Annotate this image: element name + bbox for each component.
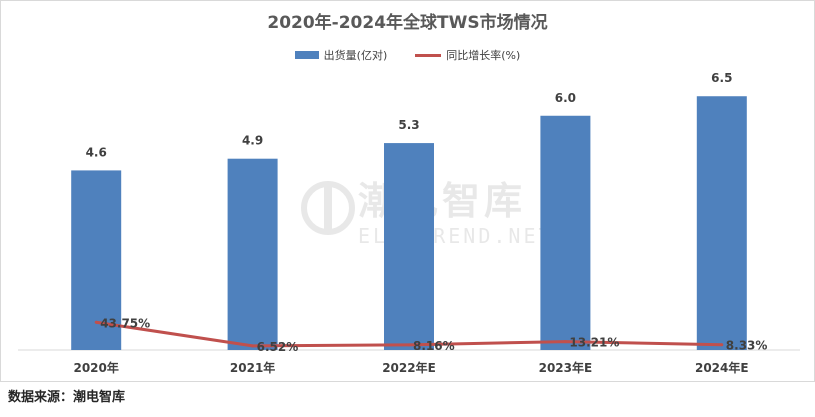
chart-title: 2020年-2024年全球TWS市场情况	[267, 13, 548, 33]
bar-data-label: 6.0	[555, 91, 576, 105]
legend-item-shipments: 出货量(亿对)	[294, 47, 388, 63]
bar	[384, 143, 434, 350]
growth-data-label: 43.75%	[100, 316, 150, 330]
growth-data-label: 6.52%	[257, 340, 299, 354]
x-tick-label: 2022年E	[382, 360, 436, 375]
x-tick-label: 2020年	[73, 360, 118, 375]
bar	[71, 170, 122, 350]
x-tick-label: 2023年E	[539, 360, 593, 375]
growth-point	[407, 343, 411, 347]
growth-point	[251, 344, 255, 348]
bar-data-label: 5.3	[398, 118, 419, 132]
x-tick-label: 2024年E	[695, 360, 749, 375]
watermark-logo-icon	[301, 181, 355, 235]
growth-point	[720, 343, 724, 347]
legend-swatch-line	[415, 53, 442, 57]
bar-data-label: 6.5	[711, 71, 732, 85]
growth-point	[94, 320, 98, 324]
source-note: 数据来源：潮电智库	[8, 390, 126, 405]
bar-data-label: 4.9	[242, 134, 263, 148]
bar	[227, 158, 278, 350]
legend-label-growth: 同比增长率(%)	[446, 49, 521, 62]
bar	[696, 96, 747, 350]
growth-point	[563, 340, 567, 344]
bar-data-label: 4.6	[86, 145, 107, 159]
growth-data-label: 13.21%	[569, 336, 619, 350]
legend-label-shipments: 出货量(亿对)	[323, 49, 388, 62]
growth-data-label: 8.33%	[726, 339, 768, 353]
chart-legend: 出货量(亿对) 同比增长率(%)	[0, 47, 815, 63]
legend-swatch-bar	[294, 51, 319, 59]
growth-data-label: 8.16%	[413, 339, 455, 353]
legend-item-growth: 同比增长率(%)	[415, 47, 520, 63]
bar	[540, 115, 591, 351]
x-tick-label: 2021年	[230, 360, 275, 375]
